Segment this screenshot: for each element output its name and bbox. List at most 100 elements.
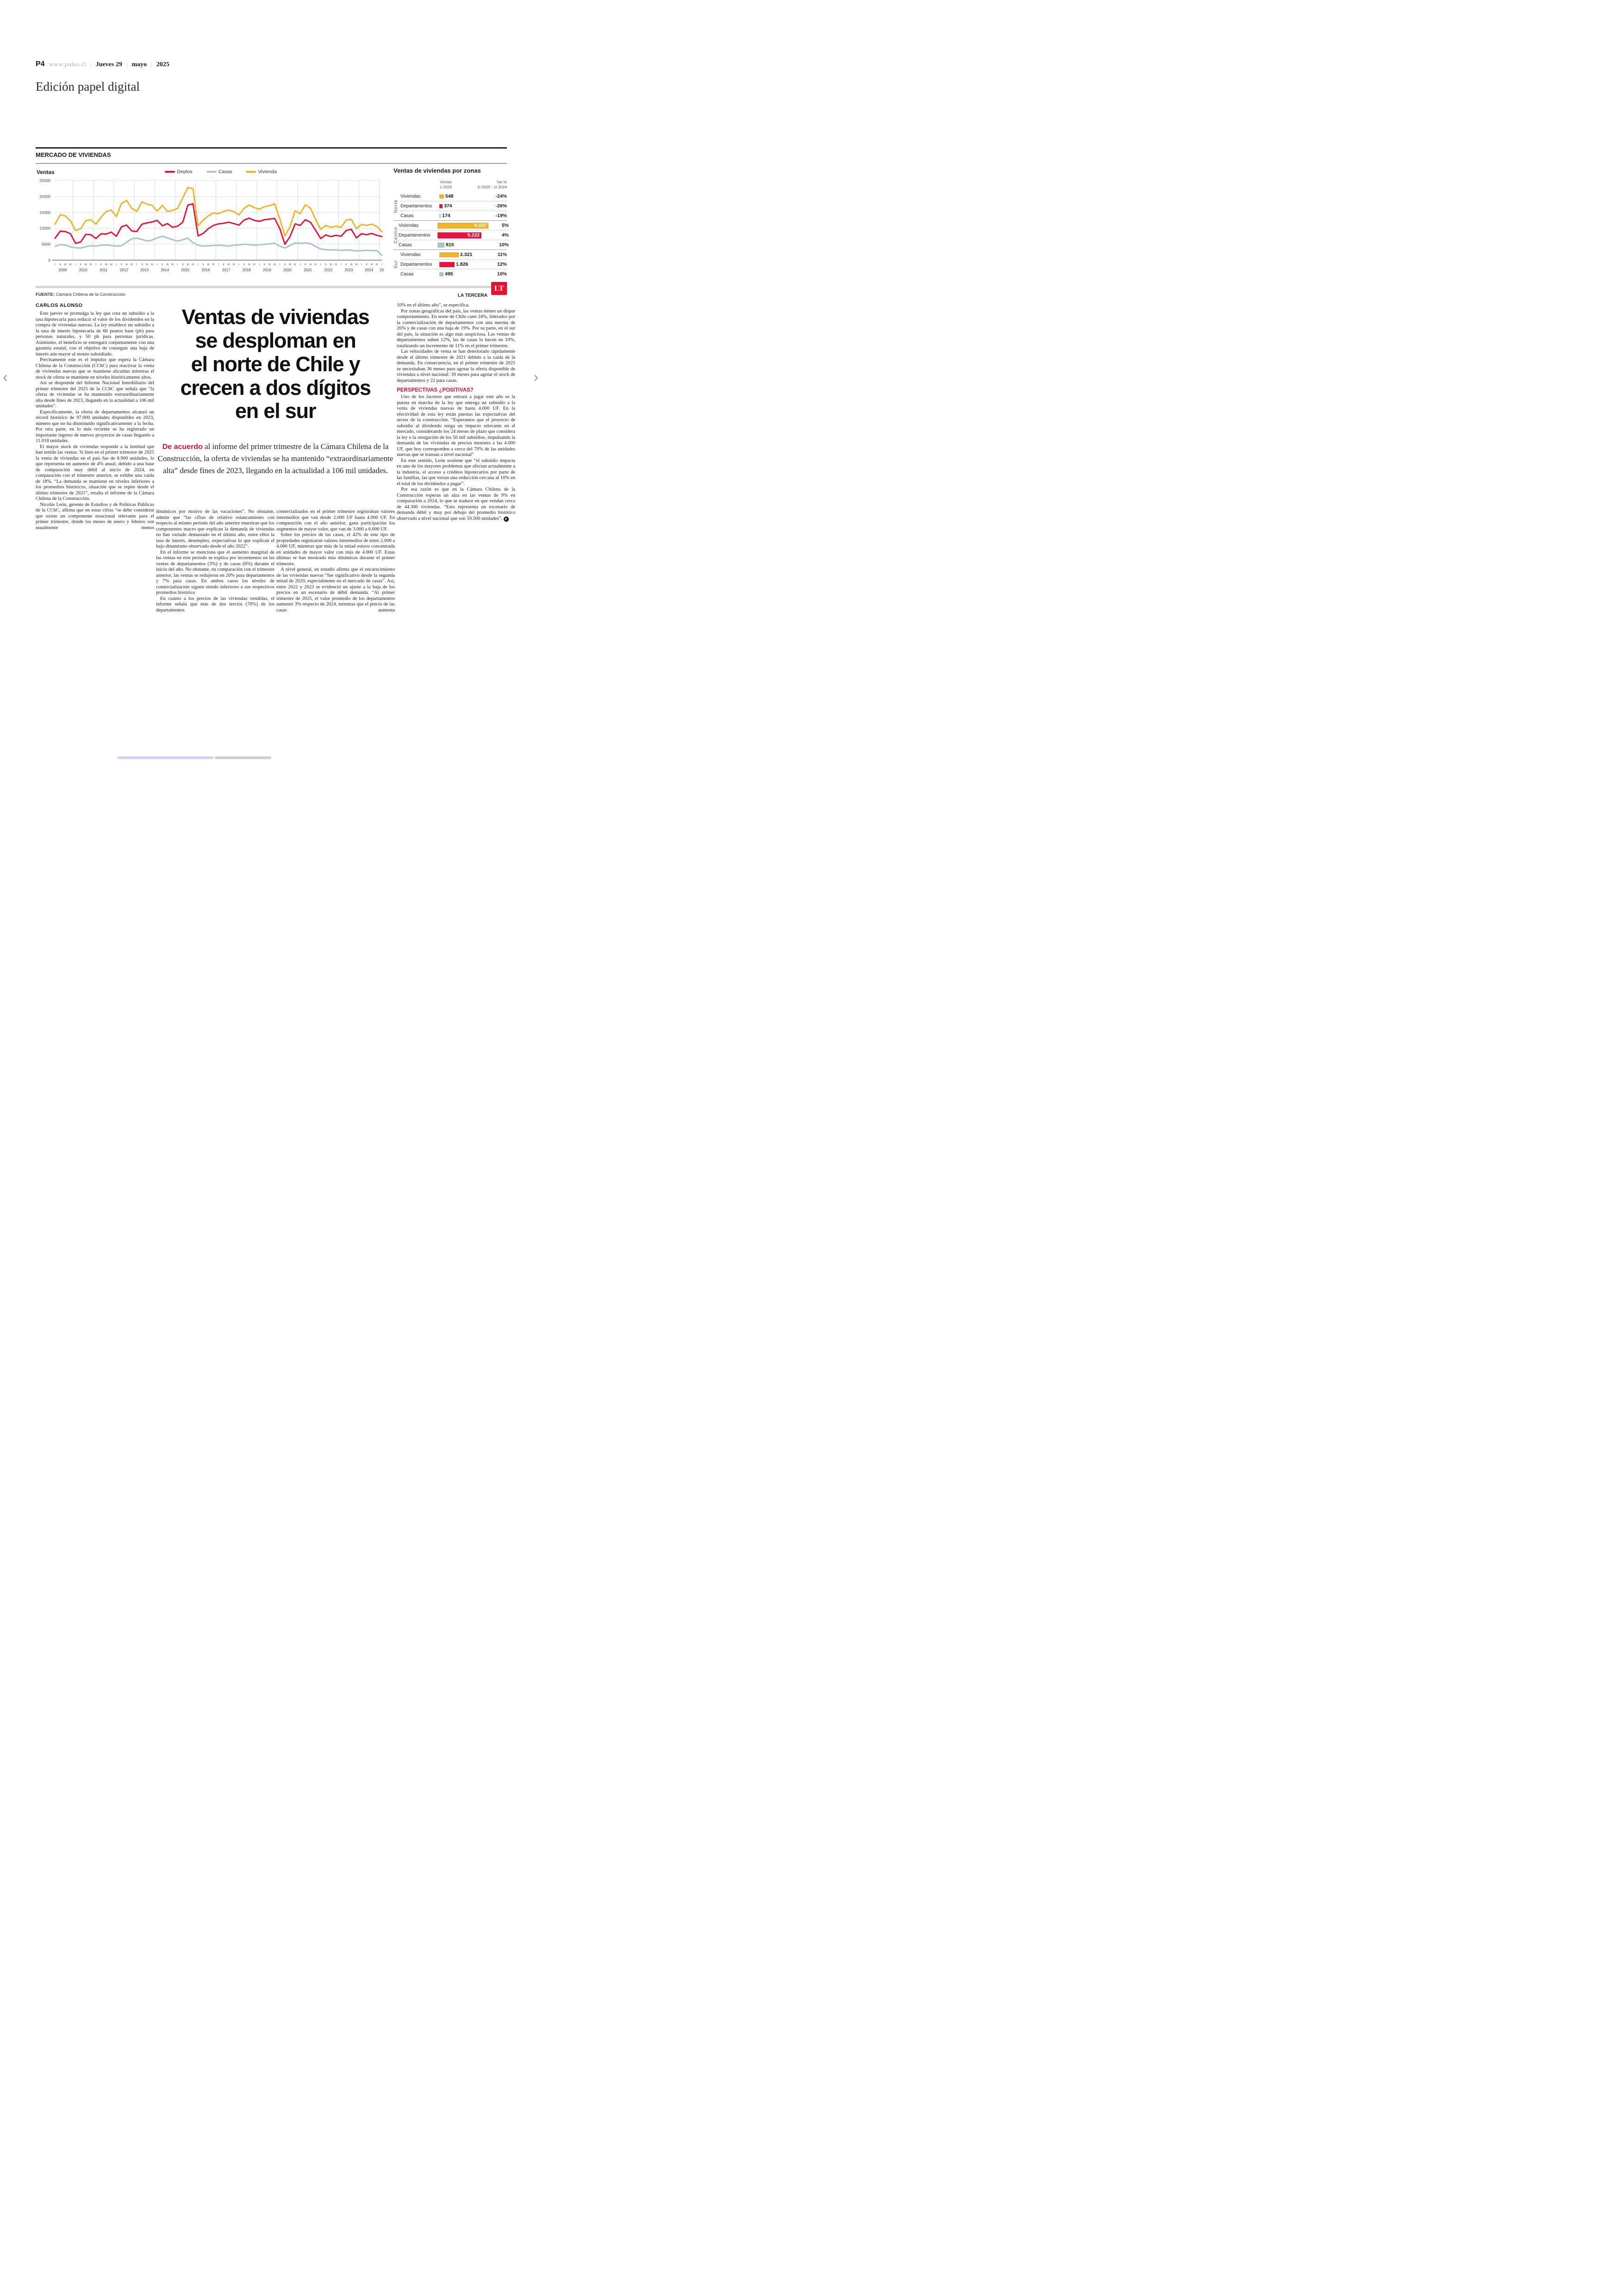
svg-text:2022: 2022 <box>324 268 332 272</box>
svg-text:III: III <box>85 263 87 266</box>
legend-label: Casas <box>218 169 232 175</box>
body-paragraph: Por esa razón es que en la Cámara Chilen… <box>397 487 515 522</box>
value-bar <box>439 272 443 276</box>
svg-text:III: III <box>125 263 128 266</box>
svg-text:III: III <box>187 263 189 266</box>
svg-text:IV: IV <box>314 263 317 266</box>
svg-text:II: II <box>80 263 82 266</box>
svg-text:2017: 2017 <box>222 268 231 272</box>
article-column-3: comercializados en el primer trimestre r… <box>276 509 395 613</box>
value-bar: 5.222 <box>437 232 481 238</box>
bar-cell: 2.321 <box>439 252 487 257</box>
lead-text: al informe del primer trimestre de la Cá… <box>157 442 394 475</box>
svg-text:25: 25 <box>380 268 384 272</box>
row-variation: 4% <box>501 232 509 238</box>
series-line-casas <box>54 235 383 256</box>
legend-swatch-icon <box>246 171 256 173</box>
zones-table-body: Norte Viviendas 548 -24% Departamentos 374 -26… <box>394 192 509 279</box>
svg-text:2016: 2016 <box>202 268 210 272</box>
svg-text:IV: IV <box>171 263 174 266</box>
row-label: Departamentos <box>400 262 432 267</box>
svg-text:III: III <box>228 263 230 266</box>
row-value: 815 <box>446 242 454 248</box>
svg-text:II: II <box>244 263 245 266</box>
row-value: 548 <box>445 193 454 200</box>
bar-cell: 548 <box>439 193 487 199</box>
site-url: www.pulso.cl <box>49 61 87 68</box>
svg-text:I: I <box>116 263 117 266</box>
svg-text:IV: IV <box>335 263 337 266</box>
article-column-1: Este jueves se promulga la ley que crea … <box>36 311 154 531</box>
chart-title: Ventas <box>37 169 55 175</box>
svg-text:IV: IV <box>131 263 133 266</box>
svg-text:IV: IV <box>232 263 235 266</box>
prev-page-button[interactable]: ‹ <box>3 368 8 385</box>
legend-item-deptos: Deptos <box>165 169 193 175</box>
row-value: 374 <box>444 203 452 209</box>
svg-text:IV: IV <box>294 263 297 266</box>
value-bar <box>437 242 444 248</box>
svg-text:II: II <box>100 263 102 266</box>
separator: | <box>151 61 152 68</box>
svg-text:2010: 2010 <box>79 268 87 272</box>
value-bar <box>439 213 441 218</box>
svg-text:I: I <box>95 263 96 266</box>
row-variation: 10% <box>497 271 507 277</box>
svg-text:II: II <box>121 263 123 266</box>
svg-text:II: II <box>325 263 327 266</box>
svg-text:2014: 2014 <box>161 268 169 272</box>
svg-text:20000: 20000 <box>39 194 50 199</box>
bar-cell: 5.222 <box>437 232 488 238</box>
row-variation: 11% <box>497 252 507 258</box>
date-year: 2025 <box>156 61 169 68</box>
body-paragraph: En cuanto a los precios de las viviendas… <box>156 596 275 613</box>
headline: Ventas de viviendas se desploman en el nor… <box>154 305 397 423</box>
svg-text:I: I <box>320 263 321 266</box>
svg-text:2015: 2015 <box>181 268 189 272</box>
row-label: Viviendas <box>400 193 421 199</box>
zone-group-norte: Norte Viviendas 548 -24% Departamentos 374 -26… <box>394 192 507 220</box>
row-value: 1.826 <box>456 262 468 268</box>
column-header-var: Var.% 1t 2025 - 1t 2024 <box>477 180 507 189</box>
body-paragraph: A nivel general, en estudio afirma que e… <box>276 567 395 613</box>
row-value: 6.037 <box>474 223 487 229</box>
svg-text:II: II <box>223 263 225 266</box>
svg-text:25000: 25000 <box>39 178 50 183</box>
svg-text:2023: 2023 <box>344 268 353 272</box>
body-paragraph: comercializados en el primer trimestre r… <box>276 509 395 532</box>
svg-text:I: I <box>259 263 260 266</box>
svg-text:2019: 2019 <box>263 268 271 272</box>
table-row: Departamentos 374 -26% <box>400 201 507 211</box>
svg-text:II: II <box>305 263 306 266</box>
svg-text:15000: 15000 <box>39 210 50 215</box>
row-label: Casas <box>400 213 414 218</box>
svg-text:2009: 2009 <box>59 268 67 272</box>
headline-line: crecen a dos dígitos <box>180 375 371 399</box>
svg-text:I: I <box>198 263 199 266</box>
zone-group-sur: Sur Viviendas 2.321 11% Departamentos 1.826 12… <box>394 249 507 279</box>
zone-label: Centro <box>394 227 399 244</box>
svg-text:IV: IV <box>355 263 358 266</box>
row-value: 495 <box>445 271 453 277</box>
svg-text:2011: 2011 <box>100 268 108 272</box>
row-label: Viviendas <box>399 223 419 228</box>
svg-text:III: III <box>371 263 373 266</box>
svg-text:I: I <box>361 263 362 266</box>
separator: | <box>126 61 128 68</box>
body-paragraph: Uno de los factores que entrará a jugar … <box>397 394 515 457</box>
row-variation: 12% <box>497 262 507 268</box>
svg-text:II: II <box>59 263 61 266</box>
bar-cell: 6.037 <box>437 222 488 229</box>
svg-text:II: II <box>182 263 184 266</box>
table-row: Casas 174 -19% <box>400 211 507 220</box>
row-variation: -19% <box>495 213 507 219</box>
infographic-kicker: MERCADO DE VIVIENDAS <box>36 151 111 158</box>
body-paragraph: dinámicos por motivo de las vacaciones”.… <box>156 509 275 549</box>
svg-text:I: I <box>381 263 382 266</box>
next-page-button[interactable]: › <box>533 368 538 385</box>
svg-text:III: III <box>350 263 352 266</box>
svg-text:IV: IV <box>274 263 276 266</box>
legend-swatch-icon <box>165 171 175 173</box>
svg-text:III: III <box>309 263 312 266</box>
